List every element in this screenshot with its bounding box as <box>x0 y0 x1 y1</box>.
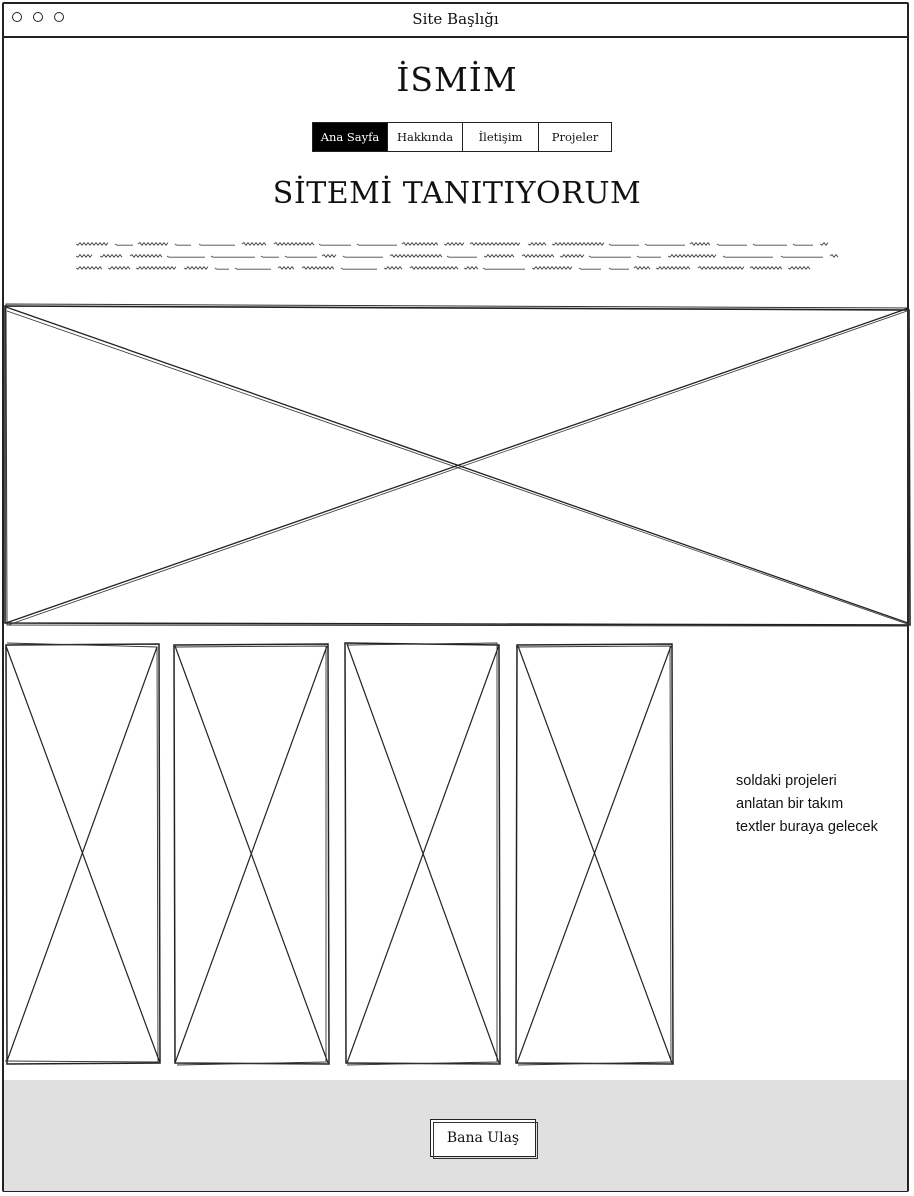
scribble-word <box>174 243 191 246</box>
project-image-placeholder[interactable] <box>515 643 674 1066</box>
main-nav: Ana Sayfa Hakkında İletişim Projeler <box>312 122 612 154</box>
scribble-word <box>342 255 383 258</box>
scribble-word <box>722 255 773 258</box>
scribble-word <box>76 265 103 270</box>
scribble-word <box>273 241 315 246</box>
scribble-word <box>608 243 639 246</box>
nav-projects-button[interactable]: Projeler <box>538 122 612 152</box>
nav-contact-button[interactable]: İletişim <box>462 122 539 152</box>
scribble-word <box>633 265 651 270</box>
scribble-word <box>241 241 267 246</box>
scribble-word <box>655 265 691 270</box>
nav-home-button[interactable]: Ana Sayfa <box>312 122 388 152</box>
project-image-placeholder[interactable] <box>344 642 501 1066</box>
intro-heading: SİTEMİ TANITIYORUM <box>272 176 642 211</box>
placeholder-text-lines <box>76 241 839 270</box>
scribble-word <box>780 255 823 258</box>
scribble-word <box>135 265 177 270</box>
scribble-word <box>463 265 479 270</box>
scribble-word <box>234 267 271 270</box>
scribble-word <box>114 243 133 246</box>
scribble-word <box>819 241 829 246</box>
scribble-word <box>578 267 601 270</box>
scribble-word <box>129 253 163 258</box>
scribble-word <box>318 243 351 246</box>
scribble-word <box>829 253 839 258</box>
scribble-word <box>76 253 93 258</box>
scribble-word <box>697 265 745 270</box>
scribble-word <box>667 253 717 258</box>
scribble-word <box>482 267 525 270</box>
scribble-word <box>531 265 573 270</box>
scribble-word <box>469 241 521 246</box>
scribble-word <box>588 255 631 258</box>
scribble-word <box>99 253 123 258</box>
scribble-word <box>716 243 747 246</box>
site-title: Site Başlığı <box>412 10 499 28</box>
scribble-word <box>107 265 131 270</box>
scribble-word <box>137 241 169 246</box>
scribble-word <box>284 255 317 258</box>
scribble-word <box>260 255 279 258</box>
scribble-word <box>401 241 439 246</box>
contact-me-button[interactable]: Bana Ulaş <box>430 1119 538 1159</box>
scribble-word <box>644 243 685 246</box>
scribble-word <box>214 267 229 270</box>
scribble-word <box>356 243 397 246</box>
scribble-word <box>446 255 477 258</box>
scribble-word <box>443 241 465 246</box>
scribble-word <box>183 265 209 270</box>
project-image-placeholder[interactable] <box>173 643 330 1066</box>
scribble-word <box>277 265 295 270</box>
scribble-word <box>210 255 255 258</box>
scribble-word <box>483 253 515 258</box>
scribble-word <box>321 253 337 258</box>
scribble-word <box>409 265 459 270</box>
scribble-word <box>689 241 711 246</box>
scribble-word <box>787 265 811 270</box>
nav-about-button[interactable]: Hakkında <box>387 122 463 152</box>
scribble-word <box>749 265 783 270</box>
scribble-word <box>389 253 443 258</box>
scribble-word <box>301 265 335 270</box>
scribble-word <box>383 265 403 270</box>
scribble-word <box>608 267 629 270</box>
title-bar: Site Başlığı <box>2 2 909 38</box>
scribble-word <box>340 267 377 270</box>
hero-image-placeholder <box>4 303 911 627</box>
scribble-word <box>792 243 813 246</box>
scribble-word <box>752 243 787 246</box>
scribble-word <box>559 253 585 258</box>
minimize-circle-icon[interactable] <box>33 12 43 22</box>
scribble-word <box>166 255 205 258</box>
scribble-word <box>198 243 235 246</box>
projects-description: soldaki projeleri anlatan bir takım text… <box>736 773 878 835</box>
scribble-word <box>636 255 661 258</box>
scribble-word <box>527 241 547 246</box>
project-image-placeholder[interactable] <box>4 642 161 1065</box>
page-owner-name: İSMİM <box>396 60 518 99</box>
maximize-circle-icon[interactable] <box>54 12 64 22</box>
close-circle-icon[interactable] <box>12 12 22 22</box>
scribble-word <box>76 241 109 246</box>
scribble-word <box>551 241 605 246</box>
scribble-word <box>521 253 555 258</box>
